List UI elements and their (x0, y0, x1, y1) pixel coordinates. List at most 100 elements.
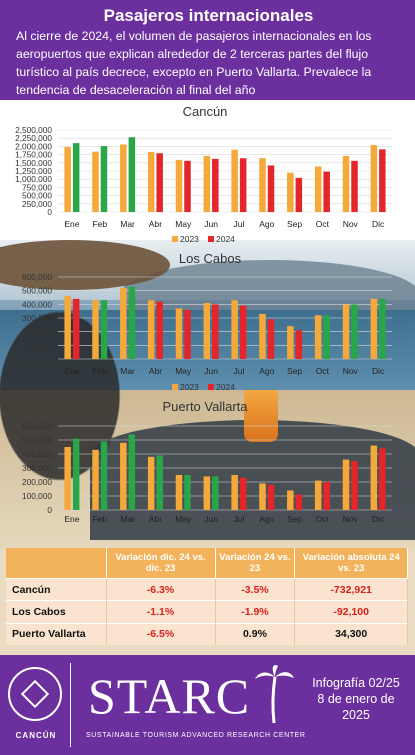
bar-2024-Dic (379, 448, 386, 510)
row-dec: -6.5% (106, 622, 216, 646)
summary-text: Al cierre de 2024, el volumen de pasajer… (16, 29, 372, 97)
bar-2023-Nov (342, 155, 350, 212)
row-year: 0.9% (215, 622, 296, 646)
x-tick-label: Ago (259, 219, 274, 229)
divider (70, 663, 71, 747)
row-abs: 34,300 (294, 622, 408, 646)
x-tick-label: Oct (316, 514, 330, 524)
legend: 2023 2024 (172, 382, 235, 392)
legend: 2023 2024 (172, 234, 235, 244)
bar-2024-Mar (128, 137, 136, 212)
legend-swatch-2023 (172, 236, 178, 242)
x-tick-label: Feb (92, 366, 107, 376)
bar-2023-Sep (287, 490, 294, 510)
y-tick-label: 1,000,000 (15, 174, 52, 184)
bar-2023-Feb (92, 151, 99, 212)
chart-title: Cancún (183, 104, 228, 119)
y-tick-label: 2,000,000 (15, 141, 52, 151)
bar-2024-Oct (323, 482, 330, 510)
legend-label: 2023 (160, 398, 179, 400)
bar-2024-Jul (239, 305, 247, 359)
logo-subtitle: SUSTAINABLE TOURISM ADVANCED RESEARCH CE… (86, 732, 306, 739)
bar-2024-Dic (379, 149, 386, 212)
row-name: Puerto Vallarta (6, 622, 107, 646)
bar-2024-Feb (100, 441, 108, 510)
bar-2023-Ago (259, 158, 266, 212)
legend: 2023 2024 (160, 398, 215, 400)
bar-2024-Sep (295, 177, 303, 212)
x-tick-label: Ene (64, 366, 79, 376)
x-tick-label: Jul (233, 366, 244, 376)
x-tick-label: Jun (204, 514, 218, 524)
table-header-year: Variación 24 vs. 23 (215, 548, 296, 579)
bar-2023-Mar (120, 144, 127, 212)
y-tick-label: 0 (47, 354, 52, 364)
bar-2024-Oct (323, 315, 330, 359)
x-tick-label: Jul (233, 219, 244, 229)
bar-2024-Ene (72, 143, 80, 212)
bar-2023-Sep (287, 326, 294, 359)
bar-2024-Oct (323, 171, 330, 212)
bar-2023-Dic (370, 298, 378, 359)
bar-2023-Ago (259, 483, 266, 510)
bar-2023-Dic (370, 445, 378, 510)
x-tick-label: Ene (64, 219, 79, 229)
infographic-number: Infografía 02/25 (312, 676, 400, 690)
legend-swatch-2024 (208, 236, 214, 242)
y-tick-label: 750,000 (22, 182, 52, 192)
x-tick-label: Oct (316, 366, 330, 376)
bar-2024-May (184, 309, 191, 359)
bar-2024-Nov (351, 160, 358, 212)
university-seal-icon (8, 667, 62, 721)
y-tick-label: 1,750,000 (15, 150, 52, 160)
bar-2023-Jun (203, 302, 211, 359)
bar-2024-Abr (156, 301, 163, 359)
bar-2024-Nov (351, 461, 358, 510)
legend-swatch-2024 (208, 384, 214, 390)
row-dec: -1.1% (106, 600, 216, 624)
row-abs: -732,921 (294, 577, 408, 601)
bar-2024-Dic (379, 298, 386, 359)
y-tick-label: 200,000 (22, 327, 52, 337)
y-tick-label: 2,500,000 (15, 125, 52, 135)
campus-name: CANCÚN (15, 731, 57, 740)
x-tick-label: Nov (343, 366, 359, 376)
x-tick-label: May (175, 514, 192, 524)
x-tick-label: Abr (149, 366, 162, 376)
table-row: Cancún -6.3% -3.5% -732,921 (6, 577, 408, 601)
bar-2023-Ene (64, 147, 71, 212)
chart-los-cabos: Los Cabos 0 100,000 200,000 300,000 400,000 50… (22, 251, 392, 392)
bar-2023-Nov (342, 459, 350, 510)
chart-puerto-vallarta: Puerto Vallarta 0 100,000 200,000 300,000 400… (22, 398, 392, 524)
table-header-row: Variación dic. 24 vs. dic. 23 Variación … (6, 548, 408, 579)
bar-2023-Ene (64, 296, 71, 359)
x-tick-label: Dic (372, 366, 385, 376)
bar-2024-Mar (128, 434, 136, 510)
chart-cancun: Cancún 0250,000500,000750,0001,000,0001,2… (15, 104, 392, 244)
legend-label: 2023 (180, 382, 199, 392)
table-header-dec: Variación dic. 24 vs. dic. 23 (106, 548, 216, 579)
bar-2023-Jul (231, 475, 238, 510)
legend-label: 2023 (180, 234, 199, 244)
row-name: Los Cabos (6, 600, 107, 624)
y-tick-label: 1,250,000 (15, 166, 52, 176)
x-tick-label: Feb (92, 219, 107, 229)
x-tick-label: May (175, 219, 192, 229)
variation-table: Variación dic. 24 vs. dic. 23 Variación … (6, 548, 408, 646)
bar-2024-Mar (128, 286, 136, 359)
bar-2024-Jul (239, 158, 247, 212)
row-dec: -6.3% (106, 577, 216, 601)
x-tick-label: Mar (120, 514, 135, 524)
footer-banner: CANCÚN STARC SUSTAINABLE TOURISM ADVANCE… (0, 655, 415, 755)
y-tick-label: 500,000 (22, 435, 52, 445)
bar-2024-Nov (351, 304, 358, 359)
bar-2023-Jun (203, 476, 211, 510)
bar-2023-May (175, 308, 183, 359)
bar-2024-Jun (212, 304, 219, 359)
x-tick-label: Ago (259, 366, 274, 376)
header-banner: Pasajeros internacionales Al cierre de 2… (0, 0, 415, 100)
x-tick-label: Abr (149, 219, 162, 229)
bar-2024-Ene (72, 298, 80, 359)
x-tick-label: Jun (204, 219, 218, 229)
x-tick-label: Abr (149, 514, 162, 524)
